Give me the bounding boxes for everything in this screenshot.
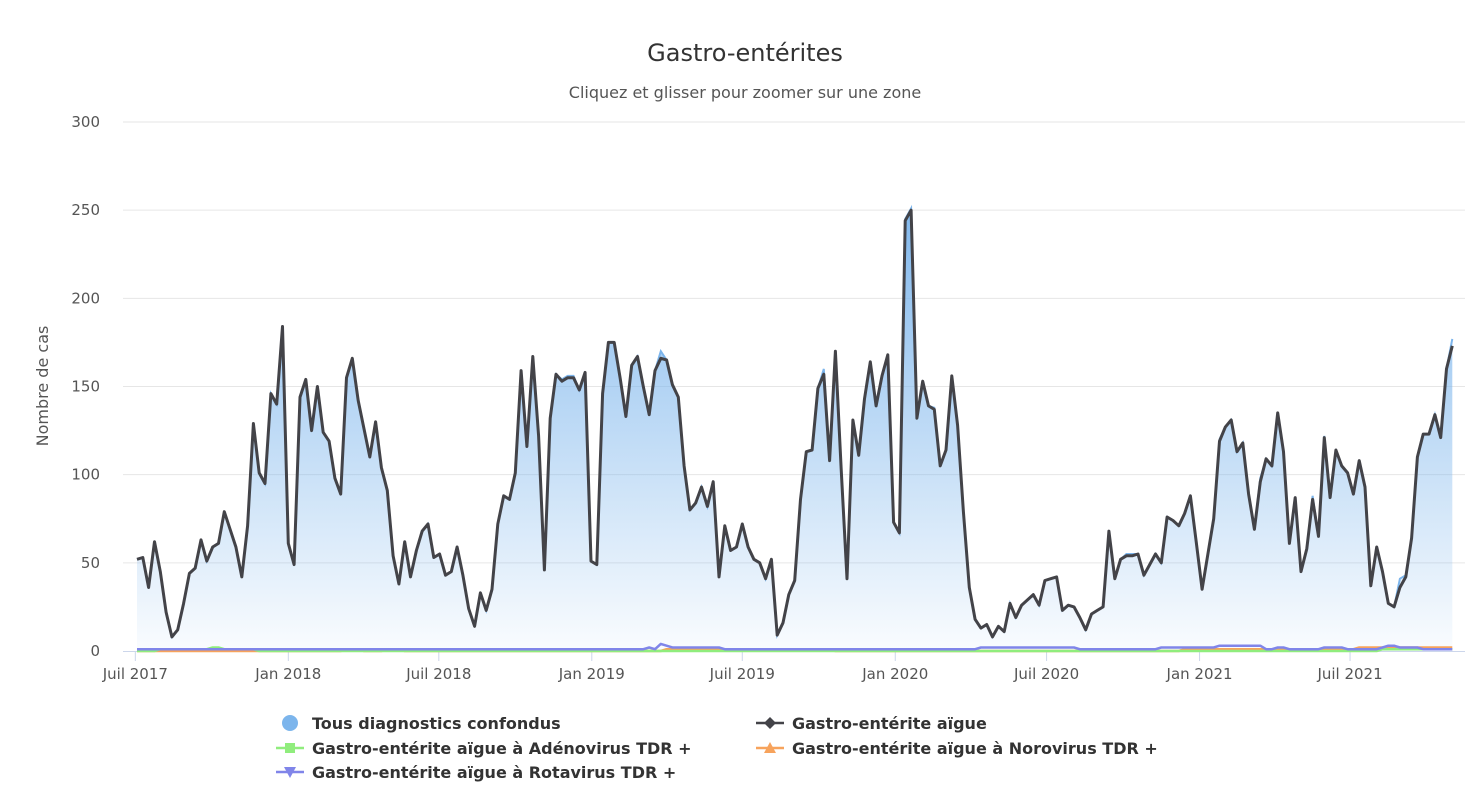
- x-axis: Juil 2017 Jan 2018 Juil 2018 Jan 2019 Juil 2…: [102, 651, 1465, 683]
- area-fill: [137, 208, 1453, 651]
- triangle-down-marker-icon: [284, 767, 296, 778]
- legend-item[interactable]: Gastro-entérite aïgue: [756, 714, 987, 733]
- legend-label: Gastro-entérite aïgue à Norovirus TDR +: [792, 739, 1158, 758]
- legend-label: Gastro-entérite aïgue: [792, 714, 987, 733]
- y-axis-title: Nombre de cas: [33, 326, 52, 447]
- y-axis-labels: 0 50 100 150 200 250 300: [71, 113, 100, 660]
- x-tick-label: Jan 2018: [254, 665, 321, 683]
- x-tick-label: Juil 2021: [1316, 665, 1382, 683]
- legend-label: Gastro-entérite aïgue à Adénovirus TDR +: [312, 739, 692, 758]
- y-tick-label: 50: [81, 554, 100, 572]
- triangle-marker-icon: [764, 742, 776, 753]
- legend-item[interactable]: Gastro-entérite aïgue à Norovirus TDR +: [756, 739, 1158, 758]
- legend[interactable]: Tous diagnostics confondus Gastro-entérit…: [276, 714, 1158, 782]
- series-line: [137, 642, 1453, 651]
- chart-subtitle: Cliquez et glisser pour zoomer sur une z…: [569, 83, 921, 102]
- y-tick-label: 250: [71, 201, 100, 219]
- series-line: [136, 208, 1454, 639]
- x-tick-label: Juil 2020: [1013, 665, 1079, 683]
- legend-label: Tous diagnostics confondus: [312, 714, 561, 733]
- series-line: [137, 646, 1453, 653]
- diamond-marker-icon: [764, 717, 776, 729]
- legend-label: Gastro-entérite aïgue à Rotavirus TDR +: [312, 763, 676, 782]
- x-tick-label: Juil 2017: [102, 665, 168, 683]
- y-tick-label: 150: [71, 378, 100, 396]
- x-tick-label: Jan 2021: [1166, 665, 1233, 683]
- legend-item[interactable]: Gastro-entérite aïgue à Adénovirus TDR +: [276, 739, 692, 758]
- y-tick-label: 100: [71, 466, 100, 484]
- legend-item[interactable]: Gastro-entérite aïgue à Rotavirus TDR +: [276, 763, 676, 782]
- y-tick-label: 0: [90, 642, 100, 660]
- chart-title: Gastro-entérites: [647, 39, 843, 67]
- x-tick-label: Juil 2019: [709, 665, 775, 683]
- square-marker-icon: [285, 743, 295, 753]
- legend-item[interactable]: Tous diagnostics confondus: [282, 714, 561, 733]
- series-tous-diagnostics-confondus: [136, 204, 1454, 651]
- series-gastro-ent-rite-a-gue-rotavirus-tdr-: [137, 642, 1453, 651]
- y-tick-label: 300: [71, 113, 100, 131]
- x-tick-label: Jan 2020: [861, 665, 928, 683]
- series-gastro-ent-rite-a-gue-ad-novirus-tdr-: [137, 646, 1453, 653]
- y-tick-label: 200: [71, 289, 100, 307]
- series-group: [136, 204, 1454, 653]
- x-tick-label: Juil 2018: [405, 665, 471, 683]
- x-tick-label: Jan 2019: [558, 665, 625, 683]
- circle-marker-icon: [282, 715, 298, 731]
- series-gastro-ent-rite-a-gue: [136, 208, 1454, 639]
